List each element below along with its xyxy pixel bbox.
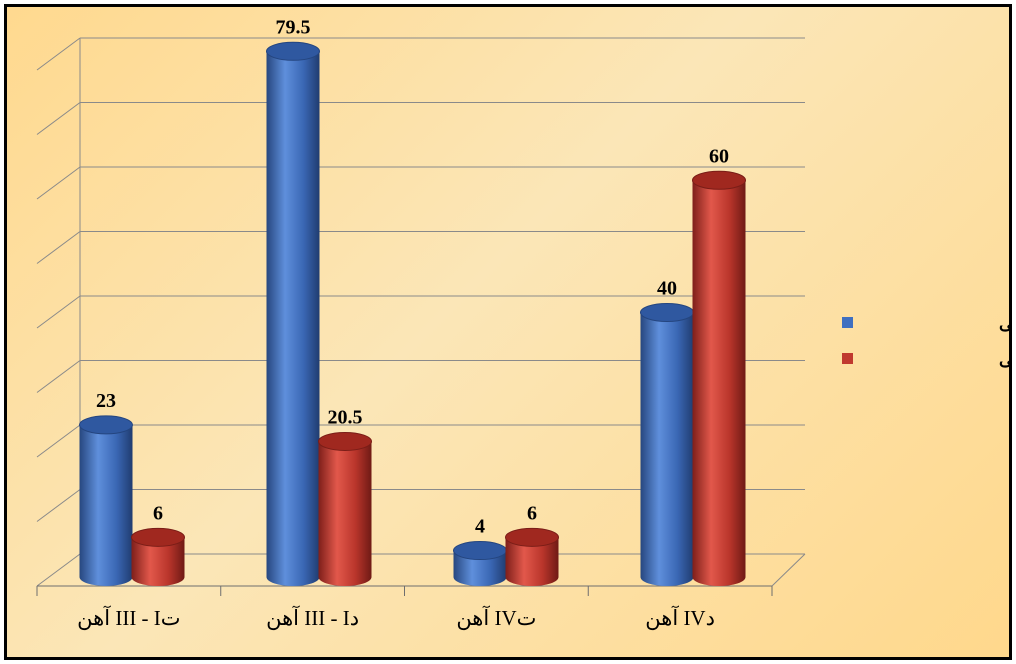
category-label: آهن III - Iت bbox=[77, 604, 180, 631]
bar-top bbox=[79, 415, 133, 435]
legend: دارای اشیاء تدفینی بدون اشیاء تدفینی bbox=[842, 314, 1009, 370]
side-wall-gridline bbox=[36, 360, 81, 393]
chart-frame: آهن III - Iت 23 6 آهن III - Iد 79.5 20.5 آهن I… bbox=[4, 4, 1012, 660]
data-label: 4 bbox=[475, 516, 485, 538]
bar-top bbox=[505, 527, 559, 547]
bar-top bbox=[692, 170, 746, 190]
side-wall-gridline bbox=[36, 489, 81, 522]
grid-layer bbox=[36, 37, 806, 596]
side-wall-gridline bbox=[36, 166, 81, 200]
bar-top bbox=[640, 303, 694, 322]
category-label: آهن IVت bbox=[456, 604, 536, 631]
category-label: آهن IVد bbox=[645, 604, 715, 631]
bar bbox=[692, 180, 746, 586]
data-label: 6 bbox=[153, 502, 163, 524]
bar-top bbox=[131, 527, 185, 547]
bar-chart: آهن III - Iت 23 6 آهن III - Iد 79.5 20.5 آهن I… bbox=[36, 16, 1009, 631]
bar-top bbox=[453, 541, 507, 561]
side-wall-gridline bbox=[36, 295, 81, 329]
data-label: 20.5 bbox=[328, 406, 363, 428]
bar-top bbox=[266, 41, 320, 61]
side-wall-gridline bbox=[36, 424, 81, 458]
labels-layer: آهن III - Iت 23 6 آهن III - Iد 79.5 20.5 آهن I… bbox=[77, 16, 729, 631]
data-label: 6 bbox=[527, 502, 537, 524]
bar bbox=[266, 51, 320, 586]
side-wall-gridline bbox=[36, 102, 81, 135]
data-label: 79.5 bbox=[276, 16, 311, 38]
legend-swatch bbox=[842, 317, 853, 328]
data-label: 40 bbox=[657, 278, 677, 300]
legend-label: دارای اشیاء تدفینی bbox=[999, 314, 1009, 334]
bar bbox=[318, 441, 372, 586]
bar bbox=[79, 424, 133, 586]
side-wall-gridline bbox=[36, 553, 81, 587]
bars-layer bbox=[79, 41, 746, 586]
side-wall-gridline bbox=[36, 231, 81, 264]
data-label: 60 bbox=[709, 145, 729, 167]
bar bbox=[640, 312, 694, 586]
bar-top bbox=[318, 431, 372, 451]
legend-label: بدون اشیاء تدفینی bbox=[999, 350, 1009, 370]
legend-swatch bbox=[842, 353, 853, 364]
bar bbox=[505, 537, 559, 586]
side-wall-gridline bbox=[36, 37, 81, 71]
bar bbox=[453, 550, 507, 586]
data-label: 23 bbox=[96, 390, 116, 412]
bar bbox=[131, 537, 185, 586]
floor-edge bbox=[771, 553, 806, 587]
category-label: آهن III - Iد bbox=[266, 604, 359, 631]
